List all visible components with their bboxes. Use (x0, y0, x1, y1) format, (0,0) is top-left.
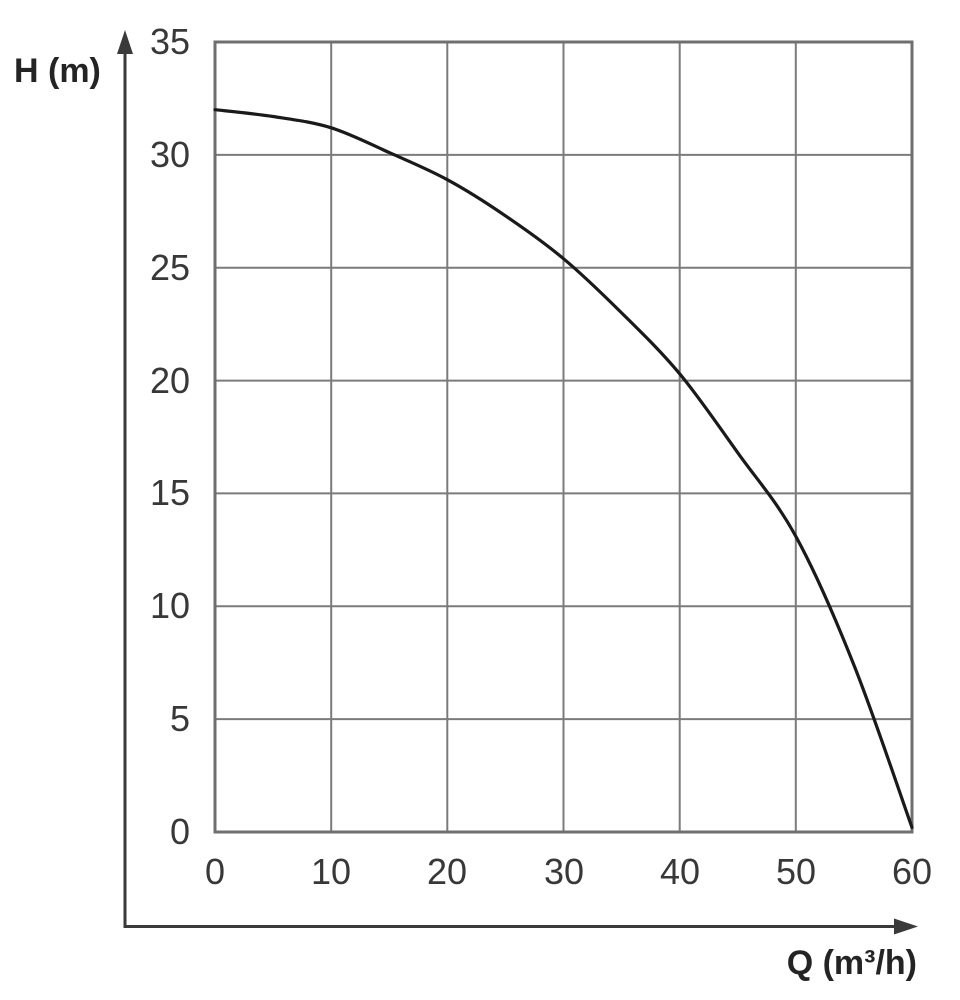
y-axis-arrow (117, 30, 133, 928)
x-tick-label: 30 (543, 851, 585, 892)
y-tick-label: 30 (149, 134, 190, 175)
pump-curve (213, 108, 914, 830)
y-tick-label: 10 (149, 585, 190, 626)
x-tick-label: 10 (310, 851, 352, 892)
plot-border (213, 40, 914, 834)
x-tick-label: 60 (891, 851, 933, 892)
x-tick-label: 20 (426, 851, 468, 892)
y-axis-title: H (m) (14, 52, 101, 90)
y-tick-label: 25 (149, 247, 190, 288)
y-tick-label: 15 (149, 472, 190, 513)
y-tick-label: 35 (149, 21, 190, 62)
x-tick-label: 50 (775, 851, 817, 892)
x-axis-title: Q (m³/h) (786, 944, 917, 982)
gridlines (214, 41, 913, 833)
y-tick-label: 20 (149, 360, 190, 401)
x-tick-label: 0 (204, 851, 226, 892)
x-axis-arrow (123, 918, 918, 935)
y-tick-label: 5 (169, 698, 190, 739)
y-tick-label: 0 (169, 811, 190, 852)
x-tick-label: 40 (659, 851, 701, 892)
